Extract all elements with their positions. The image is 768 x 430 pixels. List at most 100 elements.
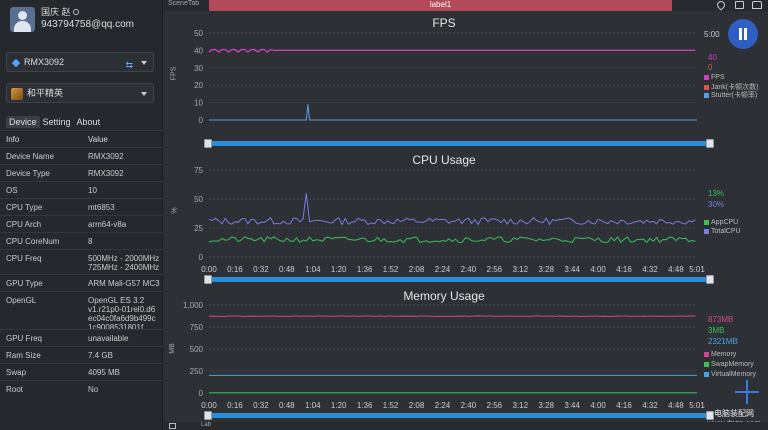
x-tick-label: 4:32	[642, 265, 658, 274]
add-icon[interactable]	[735, 380, 759, 404]
legend-swap: SwapMemory	[704, 361, 754, 368]
legend-virtual: VirtualMemory	[704, 371, 756, 378]
x-tick-label: 1:20	[331, 401, 347, 410]
x-tick-label: 3:28	[538, 129, 554, 130]
x-tick-label: 4:16	[616, 265, 632, 274]
status-icon	[72, 9, 79, 15]
table-row: GPU Freq unavailable	[0, 329, 163, 346]
x-tick-label: 1:36	[357, 401, 373, 410]
device-icon	[11, 58, 21, 67]
x-tick-label: 4:16	[616, 401, 632, 410]
x-tick-label: 2:08	[409, 129, 425, 130]
x-tick-label: 1:36	[357, 129, 373, 130]
user-name: 国庆 赵	[41, 5, 79, 18]
x-tick-label: 2:24	[435, 129, 451, 130]
row-value: mt6853	[88, 203, 115, 212]
range-handle-right[interactable]	[706, 275, 714, 284]
tab-about[interactable]: About	[76, 117, 101, 127]
y-tick-label: 40	[194, 46, 203, 55]
fps-range-slider[interactable]	[204, 139, 714, 148]
table-row: CPU Freq 500MHz - 2000MHz 725MHz - 2400MH…	[0, 249, 163, 274]
fps-chart-title: FPS	[432, 16, 456, 30]
chevron-down-icon	[141, 92, 147, 96]
y-tick-label: 750	[190, 323, 204, 332]
pause-button[interactable]	[728, 19, 758, 49]
x-tick-label: 4:16	[616, 129, 632, 130]
x-tick-label: 0:16	[227, 265, 243, 274]
link-icon[interactable]: ⇆	[125, 60, 133, 70]
x-tick-label: 1:04	[305, 265, 321, 274]
range-handle-right[interactable]	[706, 139, 714, 148]
app-select[interactable]: 和平精英	[6, 83, 154, 103]
series-totalcpu	[208, 193, 696, 226]
legend-fps: FPS	[704, 74, 725, 81]
row-key: GPU Freq	[6, 334, 43, 343]
x-tick-label: 4:00	[590, 129, 606, 130]
x-tick-label: 2:08	[409, 265, 425, 274]
range-handle-right[interactable]	[706, 411, 714, 420]
legend-jank: Jank(卡顿次数)	[704, 82, 758, 92]
memory-chart: 1,000 750 500 250 0 0:00 0:16 0:32 0:48 1:04 1:20 1…	[183, 301, 705, 410]
checkbox[interactable]	[169, 423, 176, 429]
row-key: Root	[6, 385, 23, 394]
y-tick-label: 500	[190, 345, 204, 354]
row-value: No	[88, 385, 99, 394]
avatar[interactable]	[10, 7, 35, 32]
top-bar: SceneTab label1	[164, 0, 768, 11]
row-value: RMX3092	[88, 169, 124, 178]
x-tick-label: 3:44	[564, 401, 580, 410]
x-tick-label: 2:56	[487, 129, 503, 130]
x-tick-label: 4:48	[668, 129, 684, 130]
table-row: CPU Type mt6853	[0, 198, 163, 215]
y-tick-label: 50	[194, 195, 203, 204]
x-tick-label: 3:12	[512, 129, 528, 130]
x-tick-label: 1:52	[383, 265, 399, 274]
camera-icon[interactable]	[735, 1, 744, 9]
x-tick-label: 5:01	[689, 265, 705, 274]
legend-totalcpu: TotalCPU	[704, 228, 741, 235]
fps-chart: 50 40 30 20 10 0 0:00 0:16 0:32 0:48 1:04 1:20 1:36 1…	[194, 29, 705, 130]
x-tick-label: 2:40	[461, 401, 477, 410]
cpu-range-slider[interactable]	[204, 275, 714, 284]
tab-device[interactable]: Device	[6, 116, 40, 128]
x-tick-label: 0:00	[201, 265, 217, 274]
active-label-tab[interactable]: label1	[209, 0, 672, 11]
y-tick-label: 0	[199, 253, 204, 262]
y-tick-label: 250	[190, 367, 204, 376]
range-handle-left[interactable]	[204, 411, 212, 420]
app-select-value: 和平精英	[27, 88, 64, 98]
tab-setting[interactable]: Setting	[42, 117, 71, 127]
row-key: Swap	[6, 368, 27, 377]
y-tick-label: 10	[194, 99, 203, 108]
memory-chart-title: Memory Usage	[403, 289, 485, 303]
device-select[interactable]: RMX3092 ⇆	[6, 52, 154, 72]
virtual-current: 2321MB	[708, 337, 738, 346]
x-tick-label: 3:44	[564, 129, 580, 130]
fps-current: 40	[708, 53, 717, 62]
range-handle-left[interactable]	[204, 275, 212, 284]
x-tick-label: 0:48	[279, 401, 295, 410]
x-tick-label: 3:12	[512, 265, 528, 274]
row-value: arm64-v8a	[88, 220, 127, 229]
row-key: CPU Type	[6, 203, 43, 212]
x-tick-label: 2:24	[435, 401, 451, 410]
device-select-value: RMX3092	[24, 57, 65, 67]
memory-range-slider[interactable]	[204, 411, 714, 420]
y-tick-label: 0	[199, 116, 204, 125]
appcpu-current: 13%	[708, 189, 725, 198]
x-tick-label: 5:01	[689, 401, 705, 410]
x-tick-label: 2:56	[487, 265, 503, 274]
shirt-icon[interactable]	[752, 1, 762, 9]
totalcpu-current: 30%	[708, 200, 725, 209]
row-value: 7.4 GB	[88, 351, 113, 360]
row-key: OpenGL	[6, 296, 37, 305]
range-handle-left[interactable]	[204, 139, 212, 148]
cpu-chart-title: CPU Usage	[412, 153, 476, 167]
x-tick-label: 5:01	[689, 129, 705, 130]
x-tick-label: 3:28	[538, 401, 554, 410]
x-tick-label: 3:44	[564, 265, 580, 274]
x-tick-label: 0:32	[253, 401, 269, 410]
scene-tab[interactable]: SceneTab	[168, 0, 200, 7]
table-row: Swap 4095 MB	[0, 363, 163, 380]
cpu-chart: 75 50 25 0 0:00 0:16 0:32 0:48 1:04 1:20 1:36 1:52 2…	[194, 166, 705, 274]
